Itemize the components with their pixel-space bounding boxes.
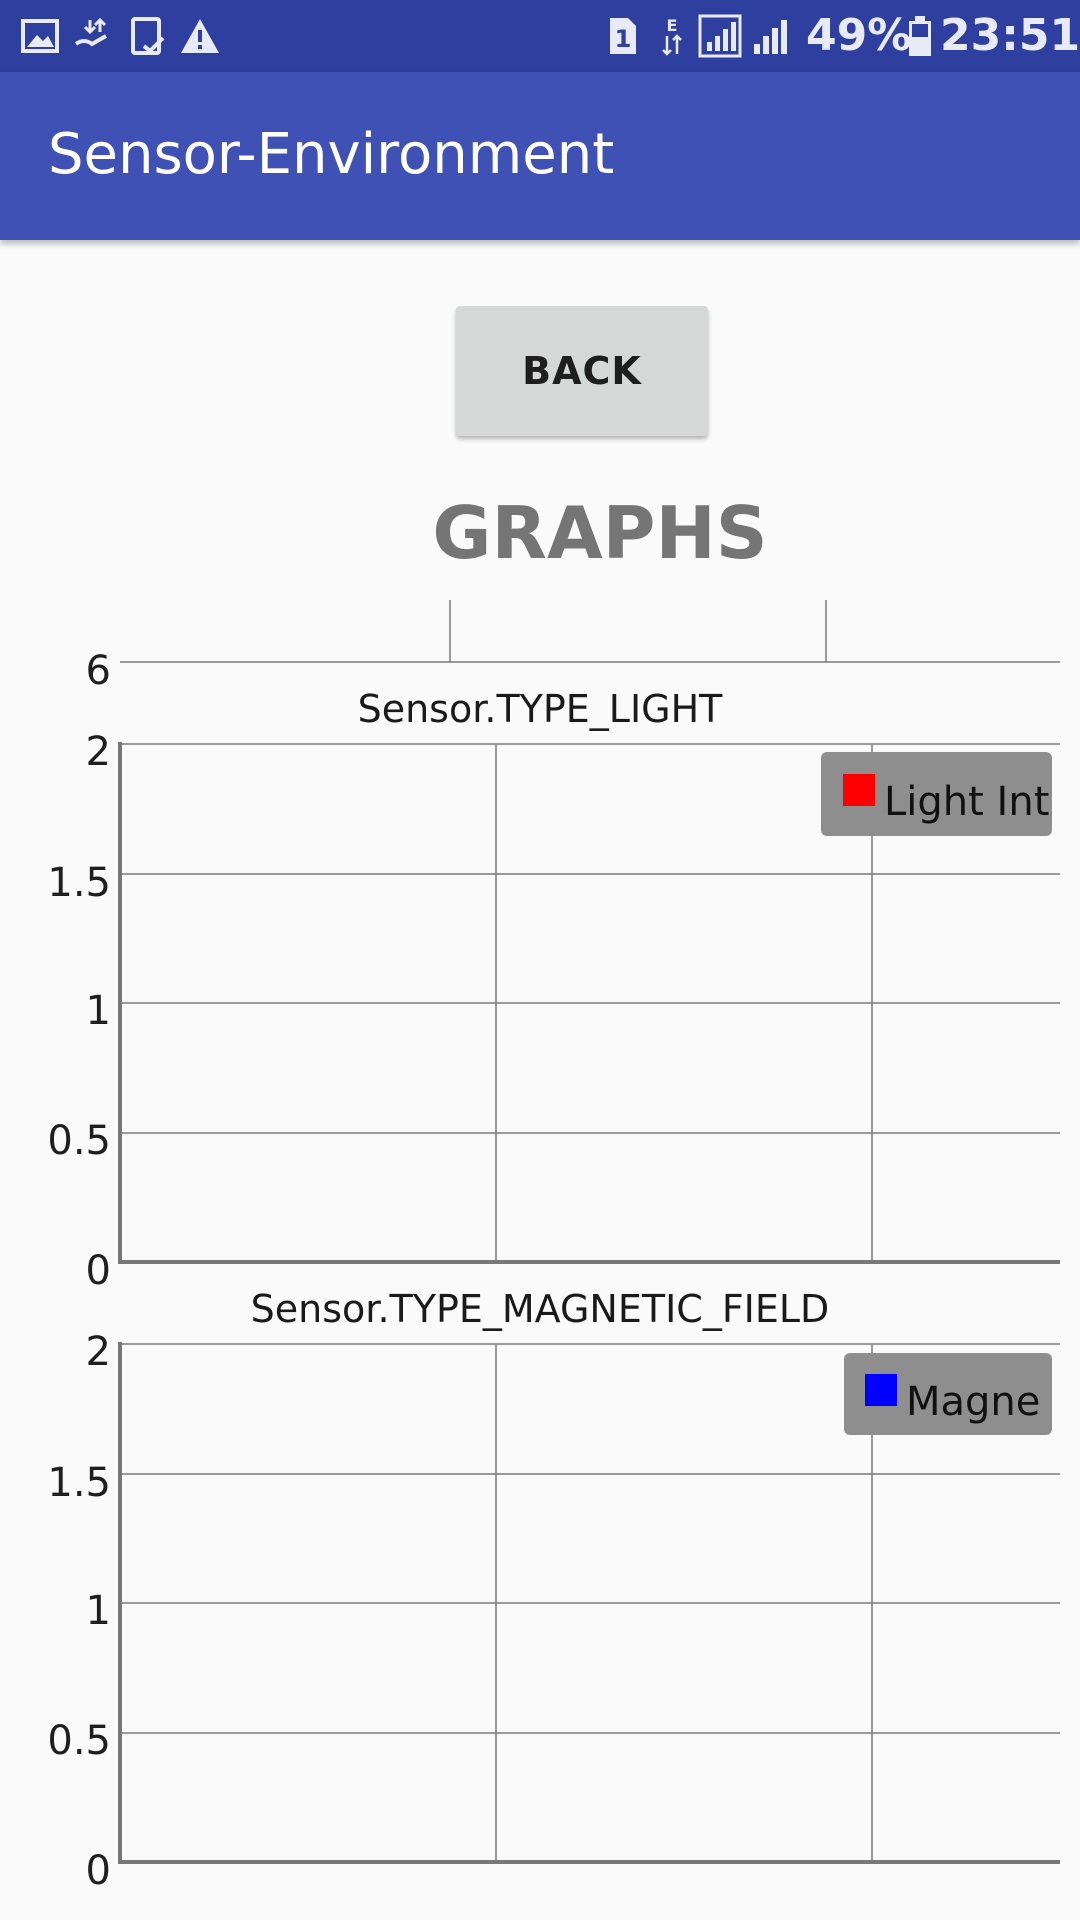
app-bar: Sensor-Environment	[0, 72, 1080, 240]
legend-label: Light Int	[884, 779, 1049, 825]
back-button[interactable]: BACK	[456, 306, 708, 436]
signal-icon	[698, 14, 742, 58]
legend-box	[821, 752, 1052, 836]
status-bar: 1 E 49% 23:51	[0, 0, 1080, 72]
legend: Magne	[844, 1353, 1052, 1435]
graph-title: Sensor.TYPE_MAGNETIC_FIELD	[251, 1287, 830, 1331]
sim-icon: 1	[600, 14, 644, 58]
warning-icon	[178, 14, 222, 58]
graph-light: Sensor.TYPE_LIGHT 2 1.5 1 0.5 0 Light In…	[47, 687, 1060, 1294]
y-tick-label: 0.5	[47, 1118, 111, 1164]
y-tick-label: 1.5	[47, 860, 111, 906]
legend-swatch	[843, 774, 875, 806]
grid	[120, 743, 1060, 1262]
grid	[120, 1343, 1060, 1862]
battery-icon	[898, 14, 942, 58]
clock: 23:51	[940, 10, 1080, 61]
y-tick-label: 1	[86, 1588, 111, 1634]
legend-label: Magne	[906, 1379, 1040, 1425]
y-tick-label: 1	[86, 988, 111, 1034]
y-tick-label: 1.5	[47, 1460, 111, 1506]
graph-magnetic-field: Sensor.TYPE_MAGNETIC_FIELD 2 1.5 1 0.5 0…	[47, 1287, 1060, 1894]
y-tick-label: 0.5	[47, 1718, 111, 1764]
network-type-label: E	[667, 16, 678, 35]
gallery-icon	[18, 14, 62, 58]
legend-box	[844, 1353, 1052, 1435]
download-icon	[70, 14, 114, 58]
graph-title: Sensor.TYPE_LIGHT	[358, 687, 724, 731]
battery-percent: 49%	[806, 10, 912, 61]
partial-tick-label: 6	[86, 648, 111, 694]
y-tick-label: 2	[86, 729, 111, 775]
y-tick-label: 0	[86, 1248, 111, 1294]
y-tick-label: 2	[86, 1329, 111, 1375]
signal-icon	[752, 14, 796, 58]
legend-swatch	[865, 1374, 897, 1406]
partial-graph: 6	[86, 600, 1060, 694]
graphs-heading: GRAPHS	[432, 491, 768, 575]
y-tick-label: 0	[86, 1848, 111, 1894]
data-arrows-icon: E	[650, 14, 694, 58]
sim-slot-label: 1	[615, 25, 632, 53]
legend: Light Int	[821, 752, 1052, 836]
app-title: Sensor-Environment	[48, 122, 615, 187]
tablet-check-icon	[126, 14, 170, 58]
